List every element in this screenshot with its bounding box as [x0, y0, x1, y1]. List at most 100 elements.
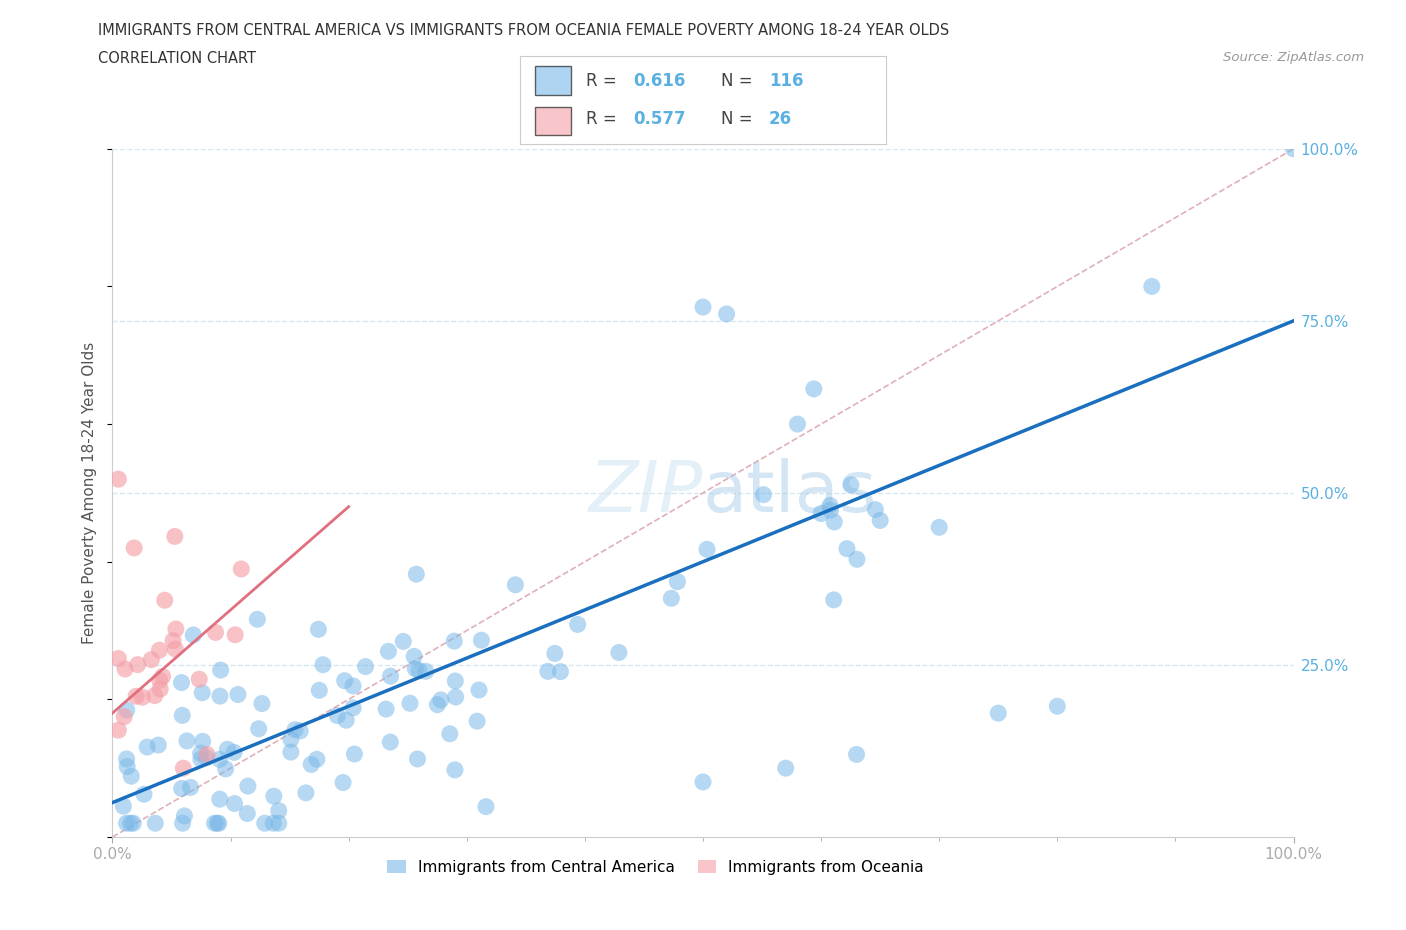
Point — [149, 673, 172, 688]
Text: 26: 26 — [769, 111, 792, 128]
Point — [208, 751, 231, 766]
Point — [120, 769, 142, 784]
Point — [246, 612, 269, 627]
Point — [152, 669, 174, 684]
Point — [149, 682, 172, 697]
Point — [115, 702, 138, 717]
Point — [865, 502, 887, 517]
Point — [122, 540, 145, 555]
Point — [408, 663, 430, 678]
Point — [217, 742, 239, 757]
Point — [253, 816, 276, 830]
Point — [505, 578, 527, 592]
Point — [170, 781, 193, 796]
Point — [308, 683, 330, 698]
Point — [803, 381, 825, 396]
Point — [280, 732, 302, 747]
Point — [224, 628, 246, 643]
Point — [226, 687, 249, 702]
Point — [415, 664, 437, 679]
Point — [775, 761, 797, 776]
Y-axis label: Female Poverty Among 18-24 Year Olds: Female Poverty Among 18-24 Year Olds — [82, 342, 97, 644]
Point — [550, 664, 572, 679]
Point — [204, 625, 226, 640]
Point — [430, 693, 453, 708]
Point — [342, 700, 364, 715]
Point — [143, 816, 166, 830]
Point — [188, 671, 211, 686]
Point — [115, 816, 138, 830]
Point — [165, 642, 187, 657]
Point — [236, 806, 259, 821]
Point — [405, 566, 427, 581]
Point — [380, 669, 402, 684]
Point — [173, 808, 195, 823]
Point — [444, 763, 467, 777]
Text: atlas: atlas — [703, 458, 877, 527]
Point — [107, 472, 129, 486]
Point — [125, 689, 148, 704]
Point — [107, 723, 129, 737]
Point — [208, 816, 231, 830]
Text: N =: N = — [721, 111, 758, 128]
Point — [443, 633, 465, 648]
Point — [204, 816, 226, 830]
Point — [444, 689, 467, 704]
Point — [172, 761, 194, 776]
Point — [332, 775, 354, 790]
Text: R =: R = — [586, 111, 621, 128]
Point — [444, 673, 467, 688]
Point — [823, 592, 845, 607]
Point — [312, 658, 335, 672]
Point — [250, 696, 273, 711]
Point — [1046, 698, 1069, 713]
Point — [267, 816, 290, 830]
Point — [716, 307, 738, 322]
Text: 0.616: 0.616 — [634, 72, 686, 89]
Point — [666, 574, 689, 589]
Point — [172, 816, 194, 830]
Point — [191, 734, 214, 749]
Point — [165, 621, 187, 636]
Text: CORRELATION CHART: CORRELATION CHART — [98, 51, 256, 66]
Point — [148, 643, 170, 658]
Point — [354, 659, 377, 674]
Point — [846, 551, 869, 566]
Point — [343, 747, 366, 762]
Point — [214, 762, 236, 777]
Point — [263, 789, 285, 804]
Point — [820, 503, 842, 518]
Point — [148, 737, 170, 752]
Point — [120, 816, 142, 830]
Point — [845, 747, 868, 762]
FancyBboxPatch shape — [534, 66, 571, 95]
Point — [468, 683, 491, 698]
Point — [377, 644, 399, 658]
Point — [112, 799, 135, 814]
Point — [131, 690, 153, 705]
Point — [439, 726, 461, 741]
Point — [280, 745, 302, 760]
Point — [869, 513, 891, 528]
FancyBboxPatch shape — [534, 107, 571, 136]
Point — [236, 778, 259, 793]
Point — [406, 751, 429, 766]
Point — [122, 816, 145, 830]
Point — [115, 759, 138, 774]
Point — [115, 751, 138, 766]
Point — [208, 791, 231, 806]
Text: Source: ZipAtlas.com: Source: ZipAtlas.com — [1223, 51, 1364, 64]
Point — [143, 688, 166, 703]
Point — [399, 696, 422, 711]
Point — [692, 299, 714, 314]
Point — [112, 710, 135, 724]
Point — [136, 739, 159, 754]
Point — [295, 786, 318, 801]
Point — [1282, 141, 1305, 156]
Point — [692, 775, 714, 790]
Point — [326, 708, 349, 723]
Point — [987, 706, 1010, 721]
Point — [404, 661, 426, 676]
Point — [153, 592, 176, 607]
Text: R =: R = — [586, 72, 621, 89]
